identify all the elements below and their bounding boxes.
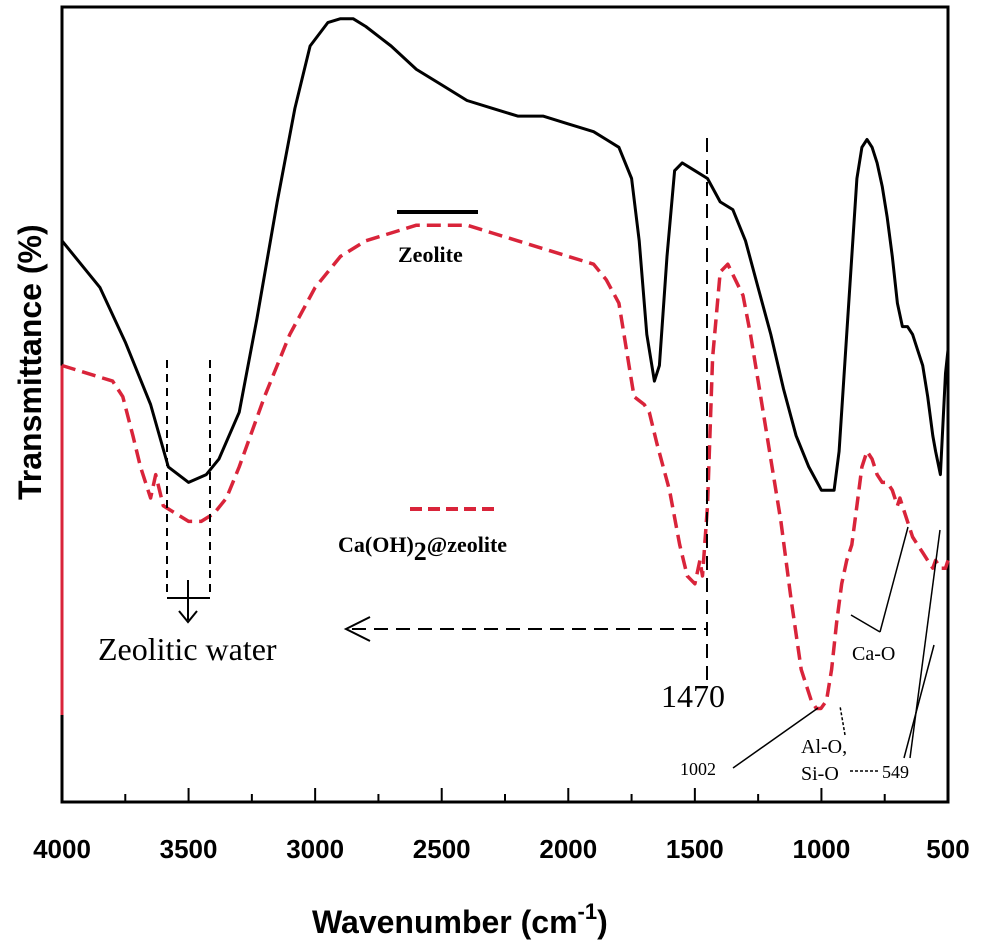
series-layer [60, 17, 950, 715]
x-tick-label: 3000 [286, 834, 344, 864]
x-tick-label: 3500 [160, 834, 218, 864]
al-o-label: Al-O, [801, 736, 847, 758]
x-tick-label: 4000 [33, 834, 91, 864]
si-o-label: Si-O [801, 763, 839, 785]
plot-frame [60, 5, 950, 804]
peak-1470-arrow-head [343, 616, 371, 642]
ca-o-leader-a [850, 614, 881, 633]
zeolitic-water-arrow-head [178, 610, 198, 624]
ca-o-label: Ca-O [852, 643, 895, 665]
series-zeolite-line [60, 17, 950, 492]
series-caoh-zeolite-line [61, 223, 950, 711]
peak-549-leader-b [909, 529, 941, 759]
y-axis-title: Transmittance (%) [12, 224, 48, 500]
zeolitic-water-label: Zeolitic water [98, 631, 277, 667]
annotations: Zeolitic water 1470 1002 Al-O, Si-O 549 … [98, 138, 941, 785]
x-axis-title: Wavenumber (cm-1) [312, 899, 608, 940]
peak-1470-label: 1470 [661, 678, 725, 714]
x-axis-ticks: 4000 3500 3000 2500 2000 1500 1000 500 [33, 788, 970, 864]
peak-549-leader-a [903, 644, 935, 759]
x-tick-label: 500 [926, 834, 969, 864]
x-tick-label: 2000 [539, 834, 597, 864]
x-tick-label: 1500 [666, 834, 724, 864]
legend-zeolite-label: Zeolite [398, 242, 463, 267]
x-tick-label: 1000 [793, 834, 851, 864]
x-tick-label: 2500 [413, 834, 471, 864]
plot-area [60, 5, 950, 804]
peak-1002-leader [732, 707, 819, 769]
peak-549-label: 549 [882, 762, 909, 782]
peak-1002-label: 1002 [680, 759, 716, 779]
ca-o-leader-b [879, 526, 909, 633]
